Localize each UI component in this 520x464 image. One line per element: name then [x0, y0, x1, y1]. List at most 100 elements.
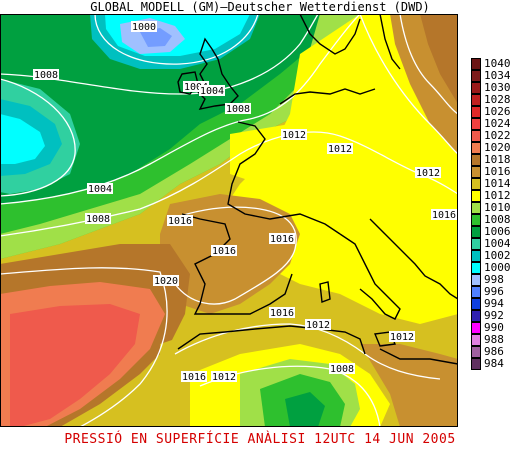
- legend-label: 992: [484, 309, 504, 322]
- legend-label: 990: [484, 321, 504, 334]
- legend-swatch: [471, 58, 481, 70]
- legend-item: 1004: [471, 238, 520, 250]
- legend-label: 1030: [484, 81, 511, 94]
- legend-swatch: [471, 94, 481, 106]
- legend-label: 1018: [484, 153, 511, 166]
- isobar-label: 1004: [184, 82, 208, 93]
- legend-item: 1012: [471, 190, 520, 202]
- legend-item: 990: [471, 322, 520, 334]
- legend-item: 1010: [471, 202, 520, 214]
- legend-swatch: [471, 130, 481, 142]
- legend-item: 1014: [471, 178, 520, 190]
- isobar-label: 1012: [282, 130, 306, 141]
- legend-item: 1026: [471, 106, 520, 118]
- legend-label: 984: [484, 357, 504, 370]
- legend-swatch: [471, 358, 481, 370]
- isobar: [0, 78, 76, 197]
- isobar-label-bg: [281, 129, 307, 140]
- isobar: [359, 14, 458, 155]
- isobar-label-bg: [415, 167, 441, 178]
- legend-item: 986: [471, 346, 520, 358]
- legend-label: 1034: [484, 69, 511, 82]
- legend-swatch: [471, 190, 481, 202]
- isobar-label: 1016: [168, 216, 192, 227]
- pressure-field-996-north: [140, 28, 172, 47]
- isobar-label: 1012: [306, 320, 330, 331]
- map-frame: [0, 14, 458, 427]
- legend-item: 996: [471, 286, 520, 298]
- legend-label: 996: [484, 285, 504, 298]
- coastline-north-africa: [177, 325, 458, 365]
- legend-label: 1000: [484, 261, 511, 274]
- isobar-label: 1004: [88, 184, 112, 195]
- isobar-label: 1012: [212, 372, 236, 383]
- coastline-sicily: [374, 331, 396, 347]
- legend-item: 1030: [471, 82, 520, 94]
- legend-swatch: [471, 310, 481, 322]
- legend-label: 994: [484, 297, 504, 310]
- legend-swatch: [471, 70, 481, 82]
- legend-swatch: [471, 118, 481, 130]
- isobar-label-bg: [153, 275, 179, 286]
- pressure-field-1018-northeast: [420, 14, 458, 104]
- pressure-field-1022-west: [10, 304, 140, 427]
- legend-item: 994: [471, 298, 520, 310]
- legend-item: 1016: [471, 166, 520, 178]
- legend-swatch: [471, 142, 481, 154]
- isobar-label: 1008: [226, 104, 250, 115]
- pressure-map: 1000100410081004100810041008101210121012…: [0, 14, 458, 427]
- legend-item: 1024: [471, 118, 520, 130]
- map-caption: PRESSIÓ EN SUPERFÍCIE ANÀLISI 12UTC 14 J…: [64, 432, 456, 447]
- legend-label: 1004: [484, 237, 511, 250]
- isobar-label: 1008: [34, 70, 58, 81]
- isobar: [94, 14, 259, 65]
- legend-swatch: [471, 226, 481, 238]
- isobar-label-bg: [167, 215, 193, 226]
- coastline-balkans: [369, 218, 458, 300]
- legend-item: 1020: [471, 142, 520, 154]
- legend-label: 988: [484, 333, 504, 346]
- legend-swatch: [471, 286, 481, 298]
- legend-label: 1028: [484, 93, 511, 106]
- isobar-label-bg: [87, 183, 113, 194]
- isobar-label: 1020: [154, 276, 178, 287]
- coastline-france: [227, 121, 341, 235]
- legend-label: 1026: [484, 105, 511, 118]
- legend-swatch: [471, 106, 481, 118]
- isobar: [169, 206, 297, 305]
- isobar-label-bg: [269, 233, 295, 244]
- isobar-label: 1012: [416, 168, 440, 179]
- isobar-label: 1008: [330, 364, 354, 375]
- legend-item: 1028: [471, 94, 520, 106]
- isobar-label-bg: [225, 103, 251, 114]
- legend-swatch: [471, 250, 481, 262]
- isobar-label-bg: [33, 69, 59, 80]
- coastline-ireland: [177, 71, 199, 95]
- coastline-sardinia: [319, 281, 331, 303]
- legend-label: 1002: [484, 249, 511, 262]
- legend-item: 1006: [471, 226, 520, 238]
- legend-swatch: [471, 202, 481, 214]
- legend-item: 1034: [471, 70, 520, 82]
- isobar-labels: 1000100410081004100810041008101210121012…: [33, 21, 457, 383]
- legend-swatch: [471, 154, 481, 166]
- isobar-label-bg: [183, 81, 209, 92]
- legend-swatch: [471, 334, 481, 346]
- isobar-label-bg: [269, 307, 295, 318]
- legend-item: 984: [471, 358, 520, 370]
- isobar-label: 1000: [132, 22, 156, 33]
- legend-label: 1022: [484, 129, 511, 142]
- legend-swatch: [471, 214, 481, 226]
- legend-swatch: [471, 322, 481, 334]
- isobar-label: 1004: [200, 86, 224, 97]
- legend-item: 1018: [471, 154, 520, 166]
- isobar-label-bg: [211, 245, 237, 256]
- legend-item: 1022: [471, 130, 520, 142]
- isobar-label-bg: [199, 85, 225, 96]
- legend-label: 1016: [484, 165, 511, 178]
- legend-item: 998: [471, 274, 520, 286]
- legend-label: 1010: [484, 201, 511, 214]
- legend-label: 1008: [484, 213, 511, 226]
- isobar: [0, 267, 168, 427]
- pressure-field-1006: [0, 14, 320, 204]
